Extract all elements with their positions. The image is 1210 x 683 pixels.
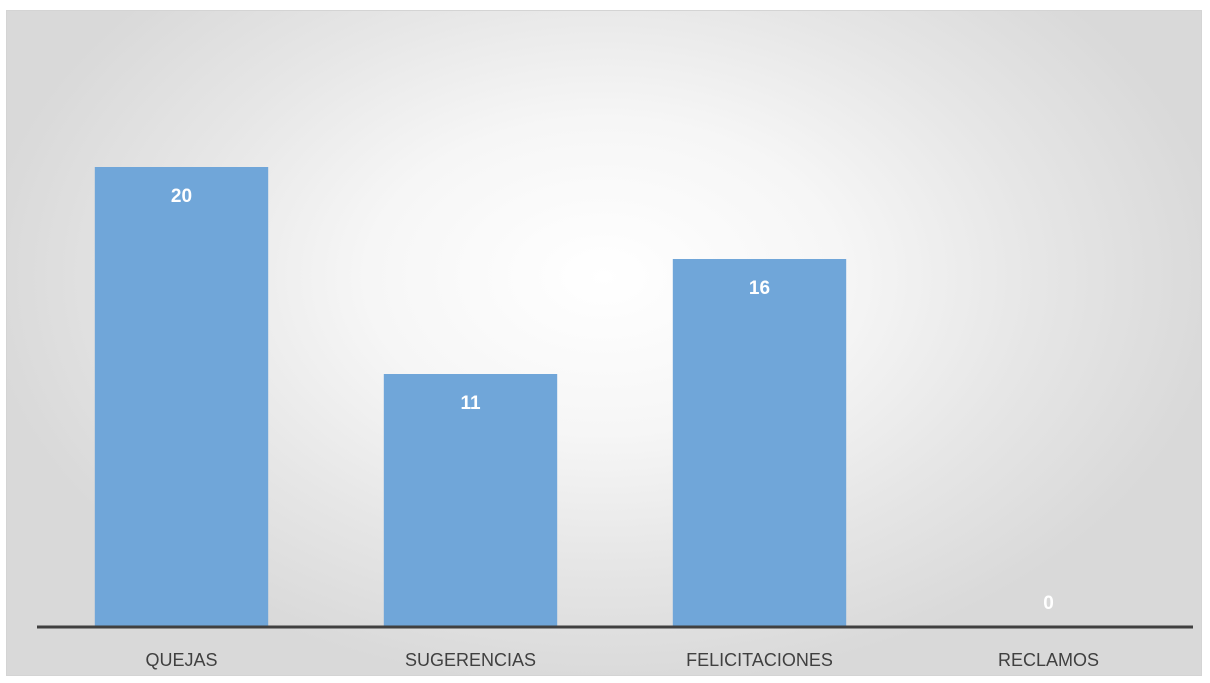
data-label-quejas: 20 bbox=[171, 186, 192, 207]
bars-layer bbox=[94, 167, 847, 627]
category-label-felicitaciones: FELICITACIONES bbox=[686, 650, 833, 670]
data-label-reclamos: 0 bbox=[1043, 593, 1054, 614]
category-labels-layer: QUEJAS SUGERENCIAS FELICITACIONES RECLAMOS bbox=[145, 650, 1099, 670]
bar-quejas bbox=[94, 167, 269, 627]
data-labels-layer: 20 11 16 0 bbox=[171, 186, 1054, 614]
category-label-sugerencias: SUGERENCIAS bbox=[405, 650, 536, 670]
data-label-felicitaciones: 16 bbox=[749, 278, 770, 299]
bar-sugerencias bbox=[383, 374, 558, 627]
category-label-quejas: QUEJAS bbox=[145, 650, 217, 670]
category-label-reclamos: RECLAMOS bbox=[998, 650, 1099, 670]
data-label-sugerencias: 11 bbox=[460, 393, 481, 414]
bar-felicitaciones bbox=[672, 259, 847, 627]
